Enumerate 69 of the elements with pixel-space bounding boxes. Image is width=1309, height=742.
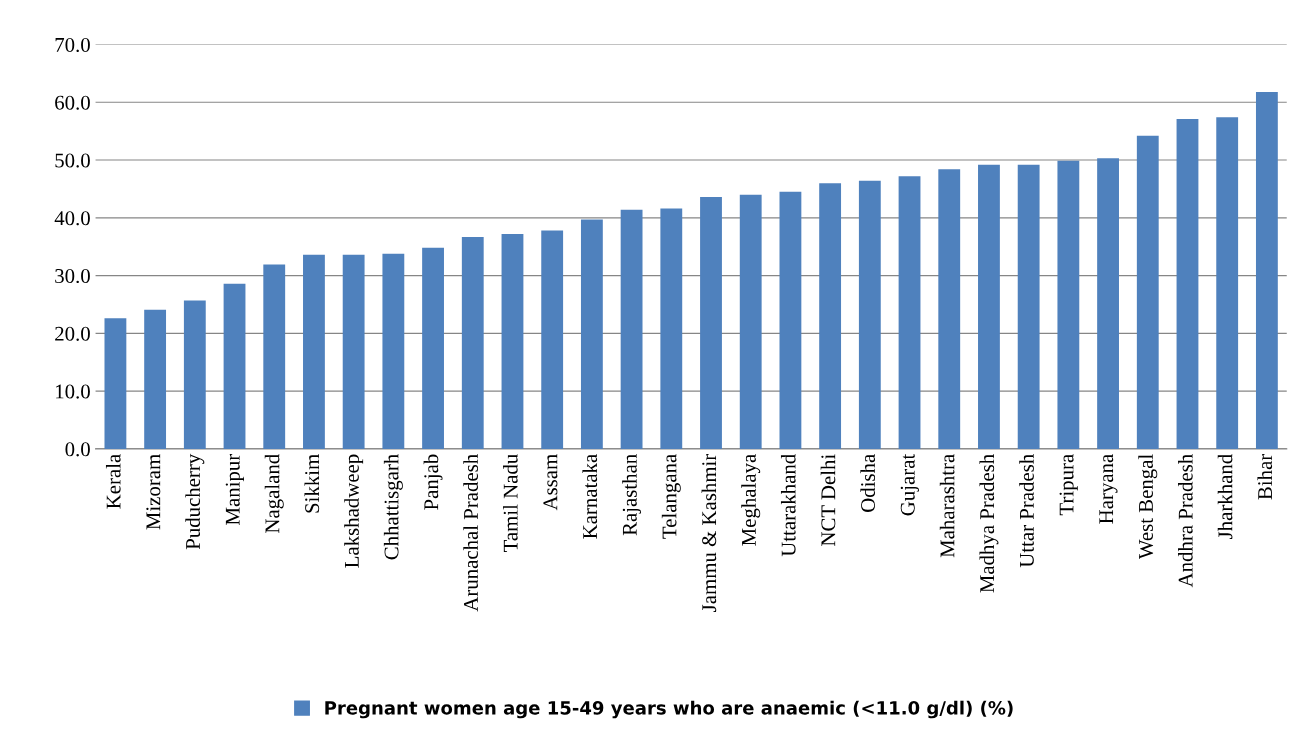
x-tick-label: Panjab <box>423 454 443 510</box>
x-tick-label: Meghalaya <box>741 454 761 546</box>
x-tick-label: Sikkim <box>304 454 320 513</box>
bar <box>422 247 444 449</box>
bar <box>580 219 603 449</box>
x-tick-label: West Bengal <box>1138 454 1158 560</box>
y-tick-label: 10.0 <box>56 384 90 399</box>
bar <box>342 254 365 449</box>
x-tick-label: Haryana <box>1099 454 1118 524</box>
x-tick-label: Uttarakhand <box>780 454 796 557</box>
bar <box>1057 160 1080 449</box>
x-tick-label: Uttar Pradesh <box>1019 454 1034 568</box>
x-tick-label: NCT Delhi <box>820 454 836 546</box>
bar <box>779 191 802 449</box>
bar <box>1097 158 1119 449</box>
bar <box>144 309 167 449</box>
y-tick-label: 60.0 <box>55 95 90 110</box>
x-tick-label: Puducherry <box>185 453 205 550</box>
y-tick-label: 20.0 <box>55 326 90 341</box>
x-tick-label: Manipur <box>225 453 244 525</box>
bar <box>660 208 683 449</box>
x-tick-label: Andhra Pradesh <box>1178 454 1193 588</box>
x-tick-label: Jammu & Kashmir <box>701 453 717 612</box>
x-tick-label: Mizoram <box>146 454 161 530</box>
y-tick-label: 40.0 <box>54 211 90 226</box>
bar <box>104 318 127 449</box>
x-tick-label: Kerala <box>105 454 121 509</box>
bar <box>1176 119 1199 449</box>
bar <box>1017 164 1040 449</box>
legend-label: Pregnant women age 15-49 years who are anaemic (<11.0 g/dl) (%) <box>325 700 1013 719</box>
x-tick-label: Tripura <box>1059 454 1078 516</box>
bar <box>819 183 842 449</box>
y-tick-label: 50.0 <box>55 153 90 168</box>
bar <box>1216 117 1239 449</box>
x-tick-label: Chhattisgarh <box>383 454 403 560</box>
bar <box>938 169 961 449</box>
bar <box>1136 135 1159 449</box>
x-tick-label: Telangana <box>661 454 681 539</box>
x-tick-label: Arunachal Pradesh <box>463 454 478 612</box>
y-tick-label: 30.0 <box>55 268 90 284</box>
bar <box>382 253 405 449</box>
bar <box>898 176 921 449</box>
x-tick-label: Rajasthan <box>622 454 642 536</box>
x-tick-label: Jharkhand <box>1217 454 1233 539</box>
bar <box>541 230 564 449</box>
bar <box>263 264 286 449</box>
bar <box>501 234 524 449</box>
bar <box>739 194 762 449</box>
bar <box>183 300 206 449</box>
x-tick-label: Odisha <box>860 454 876 512</box>
y-tick-label: 0.0 <box>65 442 90 457</box>
bar <box>223 283 246 449</box>
bar <box>303 254 325 449</box>
bar <box>700 197 722 449</box>
x-tick-label: Gujarat <box>900 453 919 516</box>
bar <box>978 164 1000 449</box>
bar <box>858 180 881 449</box>
bar <box>1255 91 1278 449</box>
x-tick-label: Lakshadweep <box>344 454 364 568</box>
x-tick-label: Bihar <box>1257 453 1273 500</box>
bar <box>461 236 484 449</box>
bar <box>620 209 643 449</box>
x-tick-label: Assam <box>543 454 558 511</box>
x-tick-label: Madhya Pradesh <box>979 454 999 593</box>
x-tick-label: Karnataka <box>582 454 598 539</box>
x-tick-label: Tamil Nadu <box>503 454 518 553</box>
y-tick-label: 70.0 <box>55 37 90 53</box>
x-tick-label: Maharashtra <box>939 454 955 558</box>
x-tick-label: Nagaland <box>264 454 284 533</box>
